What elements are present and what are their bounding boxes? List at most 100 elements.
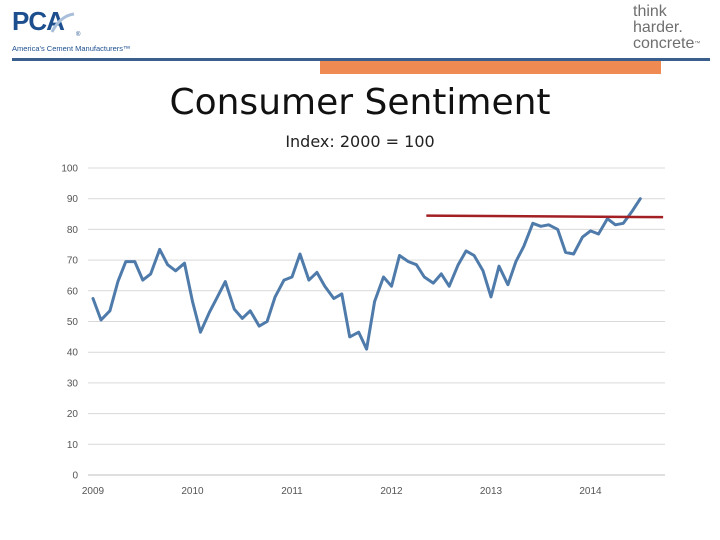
pca-logo: PCA ® America's Cement Manufacturers™ [12, 6, 152, 53]
data-point [108, 309, 112, 312]
data-point [149, 272, 152, 276]
data-point [514, 260, 518, 263]
registered-mark: ® [76, 32, 81, 38]
data-point [597, 232, 600, 236]
data-point [581, 235, 584, 239]
logo-line-concrete-text: concrete [633, 35, 695, 52]
data-point [166, 263, 169, 266]
logo-line-harder: harder. [633, 19, 683, 36]
data-point [323, 284, 327, 288]
data-point [199, 331, 202, 334]
x-axis-ticks: 2009 2010 2011 2012 2013 2014 [82, 486, 602, 497]
y-tick-label-40: 40 [67, 348, 79, 359]
data-point [273, 295, 277, 299]
data-point [398, 254, 401, 257]
data-point [141, 278, 144, 282]
data-point [357, 331, 360, 334]
y-tick-label-30: 30 [67, 378, 79, 389]
y-tick-label-0: 0 [72, 471, 78, 482]
x-tick-label-2013: 2013 [480, 486, 503, 497]
y-tick-label-10: 10 [67, 440, 79, 451]
x-tick-label-2014: 2014 [579, 486, 602, 497]
data-point [183, 261, 186, 265]
data-point [456, 263, 460, 266]
logo-line-concrete: concrete™ [633, 36, 717, 52]
data-point [208, 311, 211, 314]
data-point [606, 217, 609, 220]
data-point [572, 252, 575, 256]
data-point [489, 295, 493, 299]
data-point [382, 275, 385, 279]
data-point [191, 300, 194, 303]
data-point [365, 347, 368, 351]
data-point [332, 297, 335, 300]
y-tick-label-70: 70 [67, 256, 79, 267]
y-tick-label-90: 90 [67, 194, 79, 205]
data-point [432, 281, 435, 285]
data-point [472, 254, 476, 257]
data-point [614, 223, 617, 226]
data-point [481, 269, 485, 273]
data-point [423, 275, 426, 279]
y-tick-label-50: 50 [67, 317, 79, 328]
chart-subtitle: Index: 2000 = 100 [285, 132, 435, 151]
data-point [373, 300, 376, 303]
data-point [99, 318, 103, 322]
data-point [257, 324, 261, 328]
data-point [639, 197, 642, 200]
data-point [233, 308, 236, 311]
data-point [506, 283, 510, 286]
data-point [282, 278, 286, 282]
data-point [290, 275, 294, 279]
data-point [390, 284, 393, 288]
y-tick-label-80: 80 [67, 225, 79, 236]
data-point [224, 280, 227, 283]
data-point [124, 260, 128, 263]
reference-line-0 [426, 214, 664, 219]
data-point [497, 265, 501, 268]
data-point [631, 209, 634, 213]
slide-header: PCA ® America's Cement Manufacturers™ th… [0, 0, 720, 80]
series-line-0 [91, 197, 642, 351]
x-tick-label-2011: 2011 [281, 486, 303, 497]
data-point [174, 269, 177, 273]
data-point [133, 260, 136, 263]
think-harder-concrete-logo: think harder. concrete™ [633, 4, 717, 56]
data-point [415, 263, 418, 266]
data-point [547, 223, 550, 226]
trademark-mark: ™ [694, 41, 701, 47]
data-point [315, 271, 319, 274]
y-axis-ticks: 0 10 20 30 40 50 60 70 80 90 100 [61, 164, 78, 482]
data-point [158, 248, 161, 251]
pca-tagline: America's Cement Manufacturers™ [12, 44, 131, 53]
data-point [448, 284, 451, 288]
data-point [464, 249, 468, 253]
data-point [340, 292, 343, 296]
y-tick-label-60: 60 [67, 286, 79, 297]
data-point [531, 222, 534, 225]
data-point [440, 272, 443, 276]
x-tick-label-2012: 2012 [380, 486, 403, 497]
x-tick-label-2009: 2009 [82, 486, 105, 497]
data-point [298, 252, 302, 256]
y-tick-label-100: 100 [61, 164, 78, 175]
data-point [116, 280, 120, 283]
pca-logo-mark: PCA [12, 6, 65, 36]
swoosh-icon [50, 12, 75, 33]
data-point [241, 317, 244, 320]
data-point [348, 335, 351, 339]
data-point [407, 260, 410, 263]
data-point [307, 278, 311, 282]
data-point [539, 225, 542, 228]
logo-line-think: think [633, 3, 667, 20]
data-point [522, 245, 526, 248]
header-accent-bar [320, 61, 661, 74]
data-point [216, 295, 219, 299]
data-point [249, 309, 252, 312]
data-point [589, 229, 592, 233]
chart-title: Consumer Sentiment [169, 82, 551, 123]
y-tick-label-20: 20 [67, 409, 79, 420]
series-layer [91, 197, 642, 351]
gridlines [88, 167, 665, 476]
